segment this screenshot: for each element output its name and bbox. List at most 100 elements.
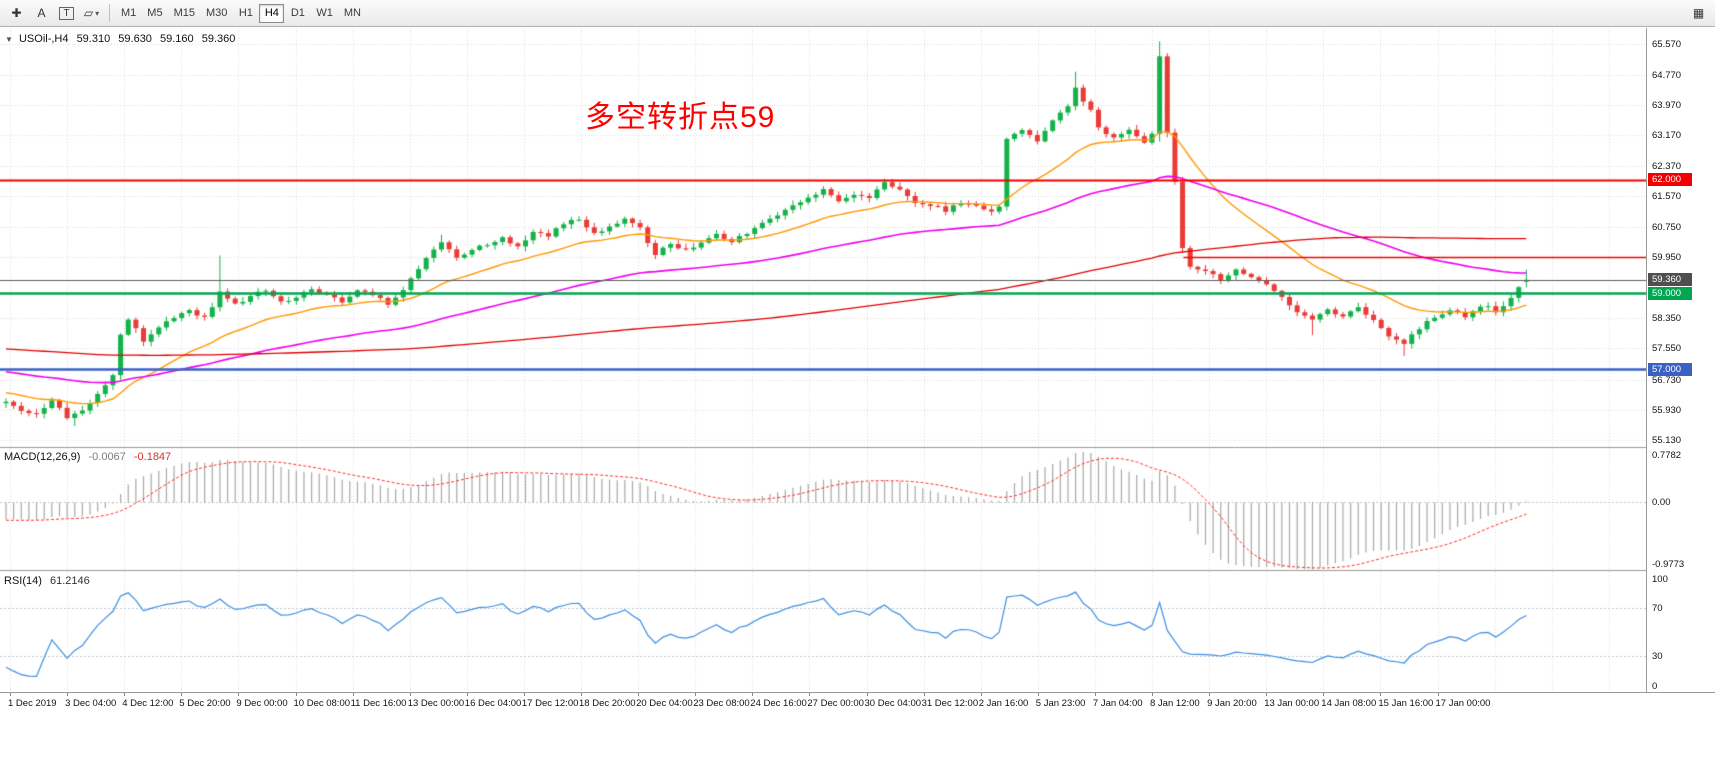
time-tick-mark [523, 693, 525, 696]
time-axis-label: 10 Dec 08:00 [293, 698, 351, 709]
chart-grid-icon[interactable]: ▦ [1687, 3, 1710, 24]
time-axis-label: 15 Jan 16:00 [1378, 698, 1434, 709]
time-tick-mark [1152, 693, 1153, 696]
time-axis[interactable]: 1 Dec 2019 3 Dec 04:00 4 Dec 12:00 5 Dec 20… [0, 692, 1715, 773]
rsi-axis-label: 30 [1652, 651, 1663, 662]
time-axis-label: 20 Dec 04:00 [636, 698, 693, 709]
timeframe-button-m15[interactable]: M15 [169, 4, 200, 23]
ohlc-open: 59.310 [76, 33, 111, 45]
price-axis-label: 62.370 [1652, 160, 1682, 172]
macd-panel-title: MACD(12,26,9) -0.0067 -0.1847 [4, 451, 176, 463]
toolbar-separator [109, 4, 110, 22]
timeframe-button-mn[interactable]: MN [339, 4, 366, 23]
rsi-panel-title: RSI(14) 61.2146 [4, 575, 95, 587]
time-axis-label: 17 Jan 00:00 [1435, 698, 1491, 709]
label-tool-icon: A [37, 6, 46, 20]
time-axis-label: 4 Dec 12:00 [122, 698, 174, 709]
time-tick-mark [695, 693, 697, 696]
time-tick-mark [980, 693, 982, 696]
time-axis-label: 7 Jan 04:00 [1092, 698, 1143, 709]
price-axis-label: 64.770 [1652, 69, 1682, 81]
time-axis-label: 11 Dec 16:00 [350, 698, 407, 709]
chart-title: ▼ USOil-,H4 59.310 59.630 59.160 59.360 [5, 33, 240, 45]
drawing-tools: ✚ A T ▱ ▾ [5, 3, 103, 24]
timeframe-button-h4[interactable]: H4 [259, 3, 285, 23]
toolbar: ✚ A T ▱ ▾ M1 M5 M15 M30 H1 H4 D1 W1 MN ▦ [0, 0, 1715, 27]
rsi-axis-label: 100 [1652, 574, 1668, 585]
time-axis-label: 18 Dec 20:00 [579, 698, 636, 709]
time-tick-mark [295, 693, 297, 696]
timeframe-button-w1[interactable]: W1 [311, 4, 338, 23]
price-badge: 62.000 [1648, 173, 1692, 187]
time-tick-mark [581, 693, 582, 696]
time-tick-mark [352, 693, 354, 696]
crosshair-tool[interactable]: ✚ [5, 3, 28, 24]
time-tick-mark [923, 693, 925, 696]
time-tick-mark [124, 693, 126, 696]
symbol-period-label: USOil-,H4 [18, 33, 69, 45]
price-axis-label: 57.550 [1652, 343, 1682, 355]
price-badge: 59.360 [1648, 273, 1692, 287]
rsi-value: 61.2146 [49, 575, 90, 587]
time-tick-mark [1209, 693, 1211, 696]
price-axis-label: 56.730 [1652, 374, 1682, 386]
macd-axis-label: -0.9773 [1652, 559, 1685, 570]
macd-value-signal: -0.1847 [133, 451, 172, 463]
ohlc-low: 59.160 [160, 33, 194, 45]
time-tick-mark [1266, 693, 1268, 696]
shapes-tool-icon: ▱ [83, 6, 94, 20]
time-tick-mark [1437, 693, 1439, 696]
price-axis[interactable]: 65.570 64.770 63.970 63.170 62.370 61.570 60.7… [1646, 28, 1715, 692]
time-tick-mark [1380, 693, 1382, 696]
macd-axis-label: 0.00 [1652, 497, 1671, 509]
chevron-down-icon: ▾ [95, 8, 100, 18]
time-tick-mark [1037, 693, 1039, 696]
time-tick-mark [466, 693, 468, 696]
price-axis-label: 58.350 [1652, 313, 1682, 325]
timeframe-button-m30[interactable]: M30 [201, 4, 232, 23]
time-axis-label: 23 Dec 08:00 [693, 698, 750, 709]
text-tool-icon: T [59, 6, 74, 20]
time-tick-mark [752, 693, 754, 696]
rsi-axis-label: 70 [1652, 603, 1663, 614]
chart-annotation-text: 多空转折点59 [585, 101, 776, 134]
time-tick-mark [67, 693, 69, 696]
price-axis-label: 61.570 [1652, 190, 1682, 202]
time-axis-label: 9 Jan 20:00 [1207, 698, 1257, 709]
timeframe-button-m5[interactable]: M5 [142, 4, 167, 23]
time-tick-mark [181, 693, 183, 696]
time-axis-label: 13 Jan 00:00 [1264, 698, 1320, 709]
price-badge: 59.000 [1648, 286, 1692, 300]
ohlc-high: 59.630 [118, 33, 152, 45]
time-axis-label: 30 Dec 04:00 [864, 698, 922, 709]
label-tool[interactable]: A [30, 3, 53, 24]
macd-label: MACD(12,26,9) [4, 451, 81, 463]
timeframe-buttons: M1 M5 M15 M30 H1 H4 D1 W1 MN [116, 3, 366, 23]
rsi-label: RSI(14) [4, 575, 42, 587]
time-axis-label: 14 Jan 08:00 [1321, 698, 1377, 709]
timeframe-button-h1[interactable]: H1 [233, 4, 258, 23]
shapes-tool[interactable]: ▱ ▾ [80, 3, 103, 24]
price-axis-label: 63.170 [1652, 130, 1682, 142]
time-tick-mark [10, 693, 11, 696]
price-axis-label: 55.930 [1652, 404, 1682, 416]
time-axis-label: 13 Dec 00:00 [407, 698, 465, 709]
time-tick-mark [1323, 693, 1325, 696]
time-axis-label: 5 Dec 20:00 [179, 698, 231, 709]
price-axis-label: 55.130 [1652, 435, 1682, 447]
time-axis-label: 31 Dec 12:00 [921, 698, 979, 709]
time-axis-label: 3 Dec 04:00 [65, 698, 117, 709]
timeframe-button-d1[interactable]: D1 [285, 4, 310, 23]
price-badge: 57.000 [1648, 362, 1692, 376]
macd-value-main: -0.0067 [88, 451, 126, 463]
text-tool[interactable]: T [55, 3, 78, 24]
time-tick-mark [409, 693, 411, 696]
price-chart-canvas[interactable] [0, 28, 1646, 692]
time-axis-label: 9 Dec 00:00 [236, 698, 288, 709]
time-tick-mark [238, 693, 240, 696]
time-axis-label: 16 Dec 04:00 [464, 698, 522, 709]
timeframe-button-m1[interactable]: M1 [116, 4, 141, 23]
time-tick-mark [809, 693, 811, 696]
time-axis-label: 1 Dec 2019 [8, 698, 57, 709]
